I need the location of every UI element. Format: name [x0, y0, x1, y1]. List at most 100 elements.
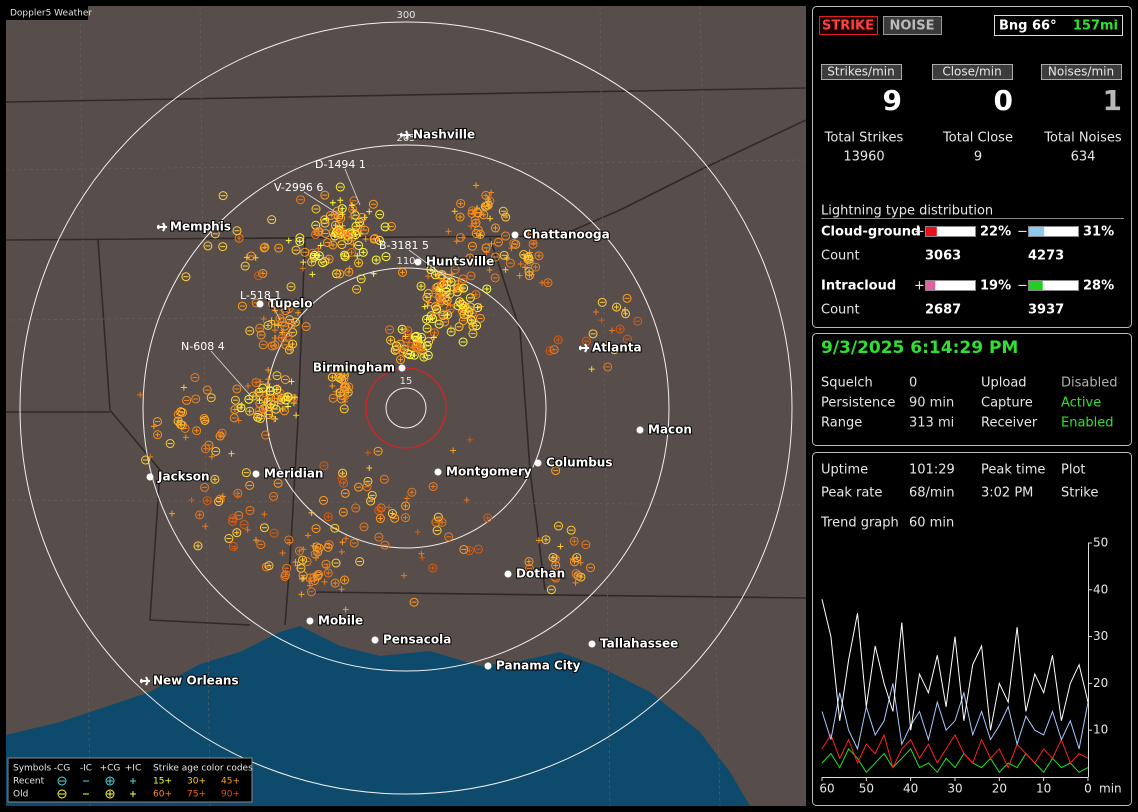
strike: [319, 495, 329, 505]
strike: [218, 242, 228, 252]
strike: [322, 238, 332, 248]
strike: [535, 537, 542, 544]
city-dot: [398, 364, 406, 372]
strike: [466, 271, 476, 281]
strike: [543, 278, 553, 288]
type-label: Intracloud: [821, 279, 896, 294]
strike: [588, 366, 595, 373]
legend-symbol: [105, 789, 115, 799]
stats-box: [812, 6, 1132, 328]
strike: [311, 204, 321, 214]
range-ring: [385, 387, 427, 429]
rate-value: 0: [994, 84, 1013, 117]
rate-label: Noises/min: [1048, 65, 1114, 79]
strike: [338, 586, 345, 593]
strike: [465, 253, 475, 263]
status-box: [812, 333, 1132, 446]
strike: [339, 385, 346, 392]
strike: [473, 205, 480, 212]
strike: [305, 532, 312, 539]
close-ring: [365, 367, 447, 449]
strike: [609, 345, 619, 355]
strike: [402, 333, 409, 340]
x-tick-label: 30: [947, 782, 962, 796]
stat-label: Peak rate: [821, 486, 882, 501]
strike: [279, 549, 286, 556]
strike: [338, 391, 348, 401]
strike: [403, 495, 410, 502]
strike: [519, 250, 529, 260]
noise-button-label[interactable]: NOISE: [889, 19, 934, 34]
noise-button[interactable]: [883, 16, 942, 35]
strike: [232, 384, 242, 394]
strike: [348, 214, 355, 221]
strike: [465, 546, 475, 556]
strike: [569, 557, 579, 567]
strike: [490, 252, 500, 262]
strike: [443, 310, 453, 320]
sign: +: [914, 279, 925, 294]
city-dot: [504, 570, 512, 578]
strike: [406, 339, 413, 346]
strike: [328, 211, 335, 218]
strike: [287, 319, 297, 329]
strike: [234, 493, 241, 500]
count-value: 3937: [1028, 303, 1064, 318]
strike: [279, 406, 289, 416]
strike: [550, 572, 560, 582]
storm-label: B-3181 5: [379, 239, 429, 252]
strike: [202, 523, 209, 530]
pct-bar: [926, 281, 936, 290]
strike: [411, 341, 421, 351]
total-value: 13960: [843, 150, 884, 165]
strike: [321, 228, 331, 238]
strike: [468, 329, 478, 339]
strike: [459, 544, 469, 554]
strike-button-label[interactable]: STRIKE: [822, 19, 874, 34]
strike: [307, 257, 317, 267]
strike: [483, 200, 493, 210]
bearing: Bng 66°: [999, 19, 1057, 34]
strike: [298, 570, 308, 580]
storm-leader: [303, 191, 341, 216]
legend: Symbols -CG -IC +CG +IC Strike age color code…: [7, 757, 253, 803]
strike: [588, 329, 598, 339]
strike: [464, 307, 474, 317]
strike: [181, 272, 191, 282]
strike: [354, 252, 361, 259]
storm-leader: [210, 350, 251, 396]
strike: [373, 446, 383, 456]
city-dot: [588, 640, 596, 648]
strike: [458, 337, 468, 347]
pct-label: 28%: [1083, 279, 1114, 294]
border: [6, 87, 806, 103]
pct-label: 19%: [980, 279, 1011, 294]
distribution-title: Lightning type distribution: [821, 204, 993, 219]
strike: [395, 339, 405, 349]
strike: [428, 563, 438, 573]
strike: [283, 392, 293, 402]
strike: [261, 430, 271, 440]
strike-button[interactable]: [819, 16, 878, 35]
strike: [309, 572, 319, 582]
stat-value: 60 min: [909, 516, 954, 531]
rate-value: 1: [1103, 84, 1122, 117]
strike: [210, 229, 220, 239]
strike: [524, 271, 534, 281]
distance: 157mi: [1073, 19, 1118, 34]
strike: [481, 190, 491, 200]
strike: [269, 491, 279, 501]
map-title: Doppler5 Weather: [10, 9, 92, 19]
strike: [252, 254, 259, 261]
trend-line: [821, 748, 1089, 774]
strike: [232, 545, 239, 552]
strike: [385, 504, 392, 511]
status-label: Range: [821, 416, 862, 431]
strike: [486, 266, 493, 273]
strike: [603, 362, 613, 372]
strike: [302, 557, 312, 567]
strike: [240, 261, 250, 271]
city-dot: [146, 473, 154, 481]
legend-age: 30+: [187, 777, 206, 787]
